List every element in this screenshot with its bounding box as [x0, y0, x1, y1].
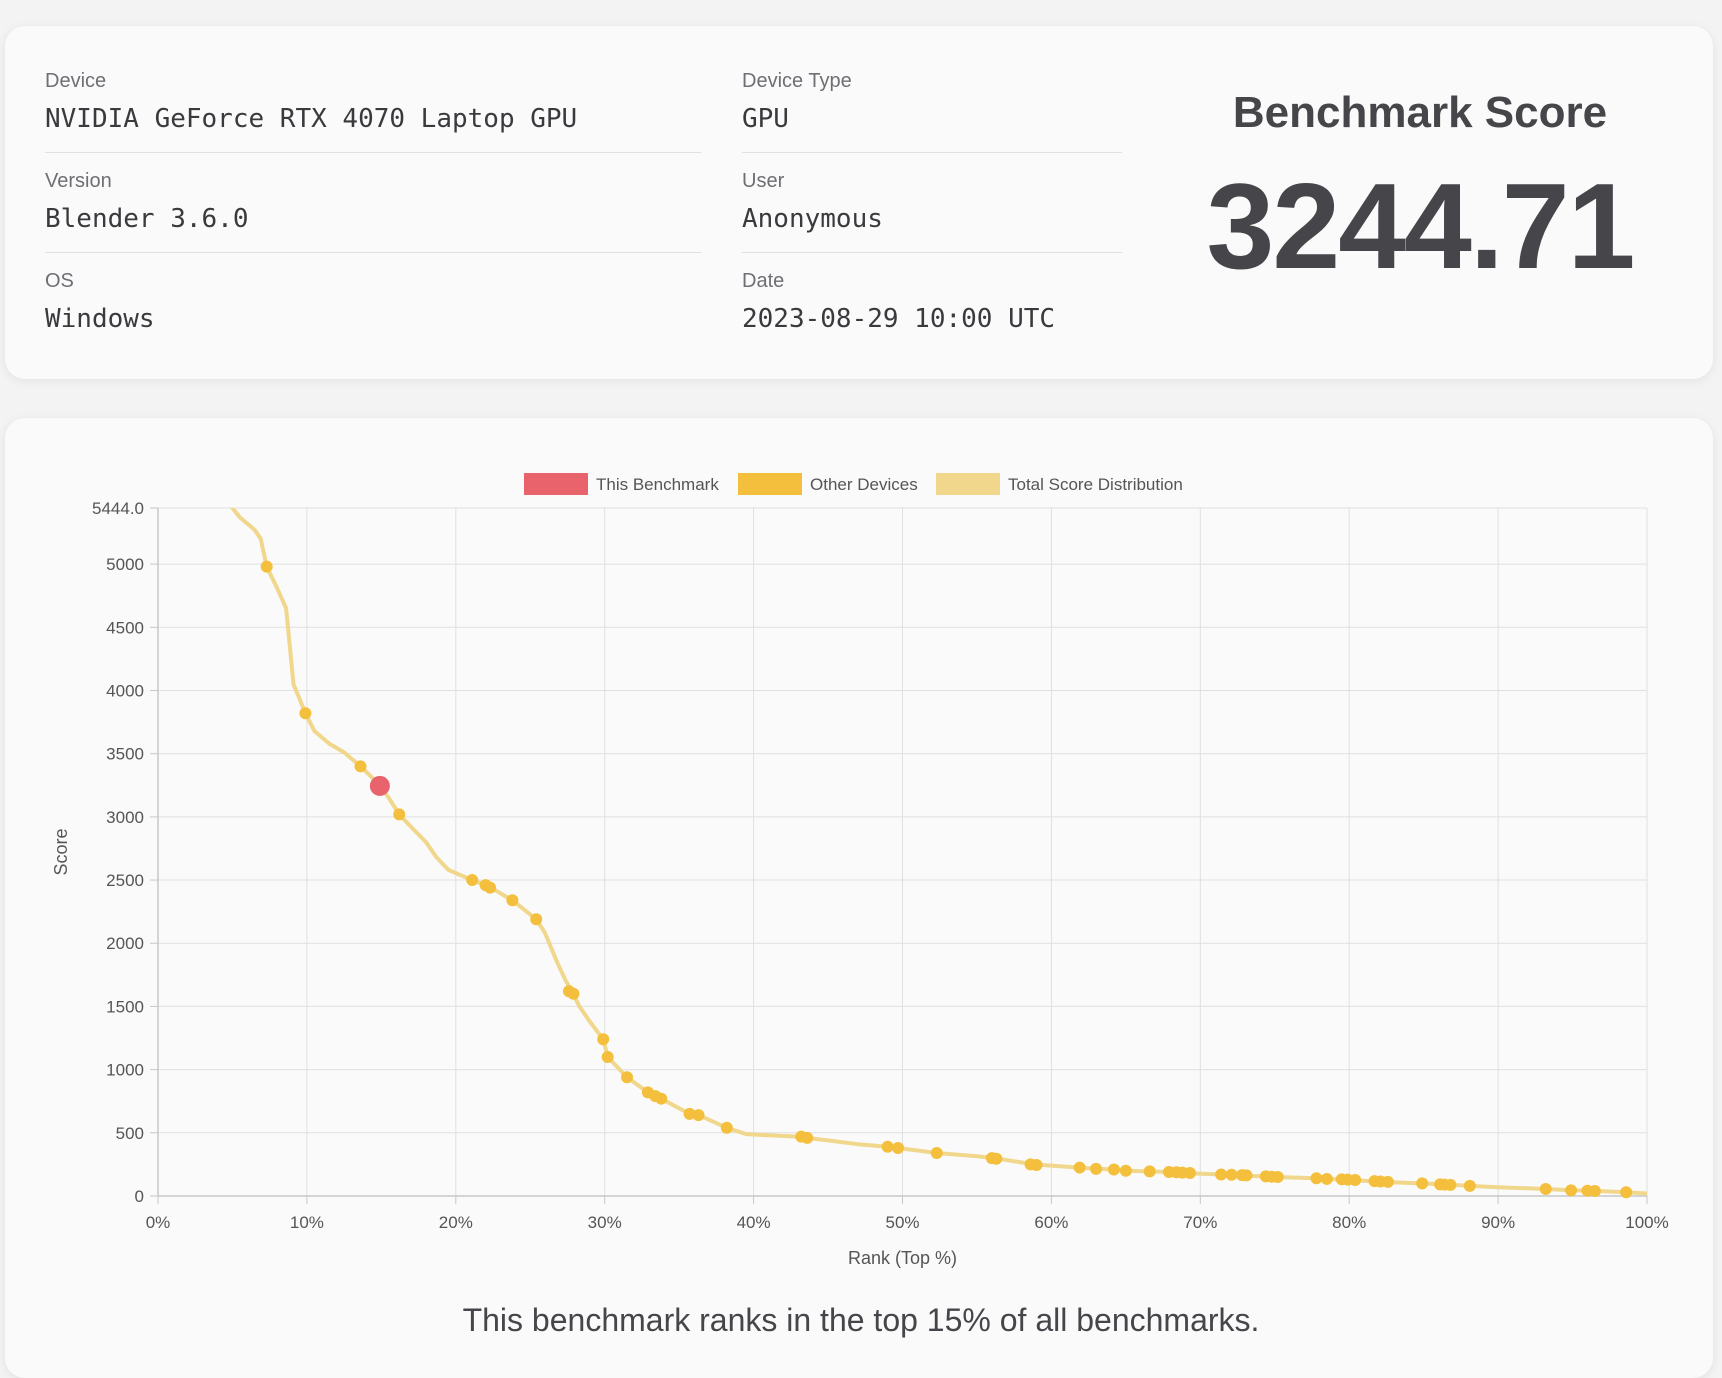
benchmark-score-title: Benchmark Score [1232, 88, 1608, 137]
other-device-point [597, 1033, 610, 1046]
divider [45, 152, 701, 153]
other-device-point [1225, 1168, 1238, 1181]
other-device-point [1565, 1184, 1578, 1197]
device-value: NVIDIA GeForce RTX 4070 Laptop GPU [45, 104, 578, 134]
device-label: Device [45, 70, 107, 92]
version-label: Version [45, 170, 112, 192]
other-device-point [601, 1050, 614, 1063]
date-label: Date [742, 270, 785, 292]
benchmark-score-value: 3244.71 [1206, 158, 1636, 294]
x-axis-title: Rank (Top %) [848, 1248, 957, 1268]
x-tick-label: 0% [146, 1213, 171, 1232]
other-device-point [1320, 1172, 1333, 1185]
x-tick-label: 70% [1183, 1213, 1217, 1232]
other-device-point [299, 707, 312, 720]
y-tick-label: 4000 [106, 681, 144, 700]
y-tick-label: 1000 [106, 1061, 144, 1080]
x-tick-label: 80% [1332, 1213, 1366, 1232]
device-type-value: GPU [742, 104, 789, 134]
other-device-point [567, 987, 580, 1000]
legend-label: Other Devices [810, 475, 918, 494]
other-device-point [655, 1092, 668, 1105]
other-device-point [260, 560, 273, 573]
legend-label: Total Score Distribution [1008, 475, 1183, 494]
rank-summary-text: This benchmark ranks in the top 15% of a… [462, 1302, 1260, 1338]
x-tick-label: 60% [1034, 1213, 1068, 1232]
x-tick-label: 30% [588, 1213, 622, 1232]
other-device-point [1588, 1184, 1601, 1197]
other-device-point [1183, 1166, 1196, 1179]
x-tick-label: 100% [1625, 1213, 1668, 1232]
other-device-point [393, 808, 406, 821]
other-device-point [1620, 1186, 1633, 1199]
version-value: Blender 3.6.0 [45, 204, 249, 234]
y-tick-label: 0 [135, 1187, 144, 1206]
y-tick-label: 500 [116, 1124, 144, 1143]
x-tick-label: 90% [1481, 1213, 1515, 1232]
other-device-point [683, 1107, 696, 1120]
x-tick-label: 10% [290, 1213, 324, 1232]
other-device-point [990, 1152, 1003, 1165]
legend-label: This Benchmark [596, 475, 719, 494]
device-type-label: Device Type [742, 70, 852, 92]
y-tick-label: 5000 [106, 555, 144, 574]
other-device-point [1444, 1178, 1457, 1191]
legend-swatch [936, 473, 1000, 495]
other-device-point [1107, 1163, 1120, 1176]
other-device-point [1215, 1168, 1228, 1181]
other-device-point [692, 1109, 705, 1122]
other-device-point [1271, 1171, 1284, 1184]
other-device-point [1119, 1164, 1132, 1177]
date-value: 2023-08-29 10:00 UTC [742, 304, 1056, 334]
other-device-point [621, 1071, 634, 1084]
other-device-point [1240, 1169, 1253, 1182]
other-device-point [1463, 1179, 1476, 1192]
y-tick-label: 1500 [106, 997, 144, 1016]
os-value: Windows [45, 304, 155, 334]
divider [742, 252, 1122, 253]
y-tick-label: 4500 [106, 618, 144, 637]
other-device-point [1143, 1165, 1156, 1178]
y-tick-label: 5444.0 [92, 499, 144, 518]
other-device-point [506, 894, 519, 907]
other-device-point [1310, 1172, 1323, 1185]
legend-swatch [738, 473, 802, 495]
other-device-point [1073, 1161, 1086, 1174]
other-device-point [466, 874, 479, 887]
y-tick-label: 2500 [106, 871, 144, 890]
device-info-card: Device NVIDIA GeForce RTX 4070 Laptop GP… [5, 26, 1713, 379]
other-device-point [354, 760, 367, 773]
y-tick-label: 3000 [106, 808, 144, 827]
divider [742, 152, 1122, 153]
y-axis-title: Score [51, 828, 71, 875]
this-benchmark-point [369, 775, 390, 796]
other-device-point [720, 1121, 733, 1134]
other-device-point [484, 881, 497, 894]
other-device-point [1349, 1173, 1362, 1186]
other-device-point [1539, 1183, 1552, 1196]
other-device-point [1381, 1175, 1394, 1188]
os-label: OS [45, 270, 74, 292]
user-label: User [742, 170, 785, 192]
other-device-point [1030, 1159, 1043, 1172]
other-device-point [930, 1147, 943, 1160]
rank-distribution-chart: 0% 10% 20% 30% 40% 50% 60% 70% 80% 90% 100% 0 500 100… [51, 473, 1669, 1268]
other-device-point [881, 1140, 894, 1153]
y-tick-label: 3500 [106, 745, 144, 764]
user-value: Anonymous [742, 204, 883, 234]
chart-card [5, 418, 1713, 1378]
x-tick-label: 50% [885, 1213, 919, 1232]
other-device-point [1090, 1162, 1103, 1175]
legend-swatch [524, 473, 588, 495]
divider [45, 252, 701, 253]
other-device-point [801, 1131, 814, 1144]
y-tick-label: 2000 [106, 934, 144, 953]
distribution-line [230, 508, 1647, 1196]
other-device-point [1416, 1177, 1429, 1190]
x-tick-label: 40% [737, 1213, 771, 1232]
other-device-point [892, 1141, 905, 1154]
other-device-point [530, 913, 543, 926]
x-tick-label: 20% [439, 1213, 473, 1232]
